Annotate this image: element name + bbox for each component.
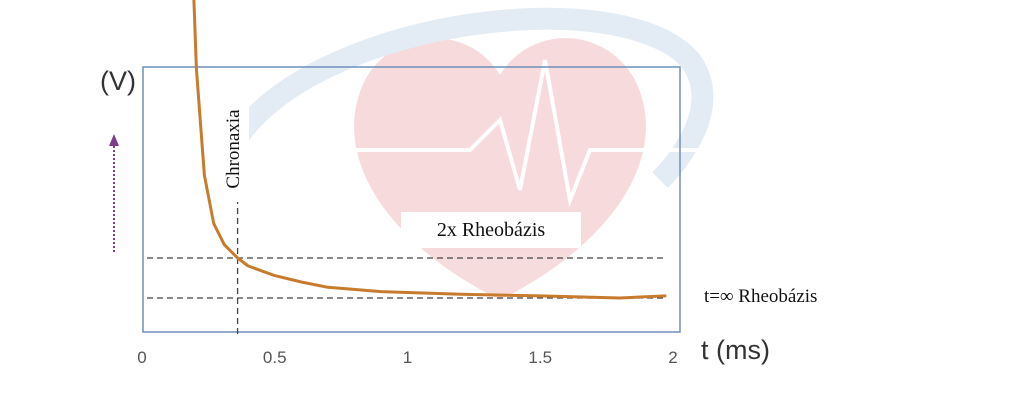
x-tick-label: 1 (402, 348, 413, 367)
watermark-ecg (330, 59, 700, 208)
y-arrow-icon (109, 134, 119, 252)
chronaxie-label: Chronaxia (219, 96, 249, 202)
strength-duration-curve (192, 0, 667, 300)
twice-rheobase-label: 2x Rheobázis (401, 212, 581, 248)
x-tick-label: 2 (668, 348, 678, 367)
x-axis-label: t (ms) (701, 335, 770, 365)
plot-frame (142, 66, 681, 333)
y-axis-label: (V) (100, 66, 136, 96)
watermark-heart (354, 38, 646, 301)
watermark-swoosh (220, 7, 714, 188)
x-tick-label: 0 (137, 348, 147, 367)
chronaxie-text: Chronaxia (223, 109, 244, 189)
rheobase-label: t=∞ Rheobázis (704, 286, 818, 307)
x-tick-label: 0.5 (262, 348, 287, 367)
x-tick-label: 1.5 (528, 348, 553, 367)
